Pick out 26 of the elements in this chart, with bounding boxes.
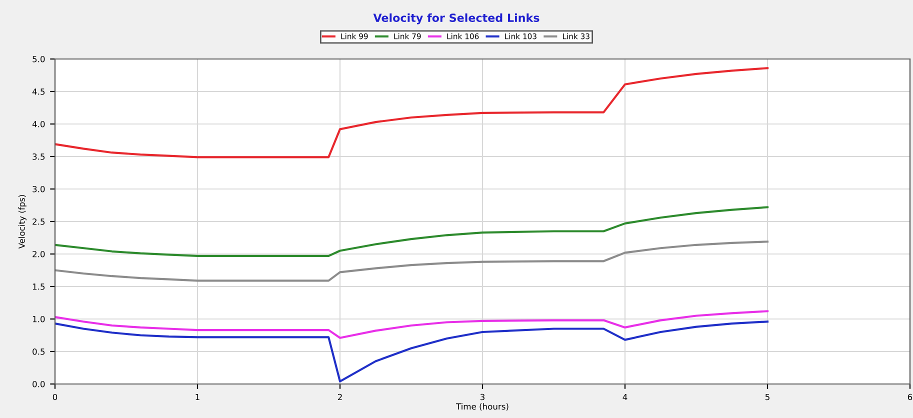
- y-axis-title: Velocity (fps): [18, 195, 26, 249]
- y-tick-label: 1.5: [32, 284, 45, 290]
- y-tick-label: 4.0: [32, 120, 45, 128]
- y-tick-label: 3.0: [32, 186, 45, 192]
- x-tick-label: 0: [52, 394, 58, 400]
- line-series: [55, 67, 769, 158]
- line-series: [55, 240, 769, 282]
- x-tick-label: 1: [196, 394, 200, 400]
- x-axis-title: Time (hours): [456, 403, 508, 411]
- y-tick-label: 4.5: [32, 88, 45, 95]
- line-series: [55, 310, 769, 339]
- y-tick-label: 2.0: [32, 250, 45, 258]
- x-tick-label: 6: [908, 394, 912, 400]
- y-tick-label: 2.5: [32, 218, 45, 225]
- x-tick-label: 4: [622, 394, 628, 400]
- y-tick-label: 3.5: [32, 153, 45, 160]
- chart-title: Velocity for Selected Links: [373, 13, 540, 24]
- x-tick-label: 2: [338, 394, 342, 400]
- y-tick-label: 0.0: [32, 380, 45, 388]
- line-series: [55, 320, 769, 382]
- y-tick-label: 0.5: [32, 348, 45, 355]
- x-tick-label: 3: [480, 394, 484, 400]
- line-series: [55, 206, 769, 257]
- y-tick-label: 1.0: [32, 316, 45, 322]
- y-tick-label: 5.0: [32, 56, 45, 62]
- x-tick-label: 5: [765, 394, 770, 400]
